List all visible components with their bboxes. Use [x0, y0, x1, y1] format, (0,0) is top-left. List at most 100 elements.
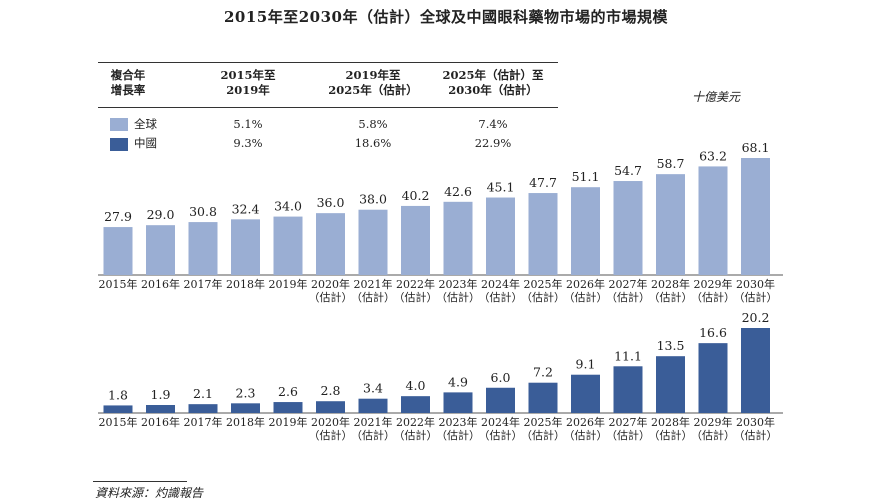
china-category-subtitle: （估計） [521, 428, 565, 442]
global-category-label: 2016年 [141, 277, 180, 291]
china-category-label: 2023年 [439, 415, 478, 429]
unit-label: 十億美元 [692, 90, 741, 104]
global-bar-2023年 [443, 201, 473, 275]
china-value-label: 3.4 [363, 381, 383, 396]
cagr-china-2025-2030: 22.9% [474, 136, 512, 150]
china-category-label: 2015年 [99, 415, 138, 429]
global-category-label: 2017年 [184, 277, 223, 291]
global-bar-2021年 [358, 209, 388, 275]
global-category-label: 2028年 [651, 277, 690, 291]
page-title: 2015年至2030年（估計）全球及中國眼科藥物市場的市場規模 [224, 8, 668, 26]
global-bar-2015年 [103, 227, 133, 275]
global-bar-2018年 [231, 219, 260, 275]
global-value-label: 68.1 [742, 140, 770, 155]
china-value-label: 11.1 [614, 348, 642, 363]
global-value-label: 45.1 [487, 180, 515, 195]
china-category-label: 2028年 [651, 415, 690, 429]
global-value-label: 47.7 [529, 175, 557, 190]
global-value-label: 58.7 [657, 156, 685, 171]
global-category-label: 2022年 [396, 277, 435, 291]
global-category-subtitle: （估計） [564, 290, 608, 304]
cagr-global-2019-2025: 5.8% [358, 117, 388, 131]
global-category-subtitle: （估計） [606, 290, 650, 304]
china-category-label: 2025年 [524, 415, 563, 429]
china-category-label: 2021年 [354, 415, 393, 429]
global-bar-2027年 [613, 181, 643, 275]
china-category-label: 2029年 [694, 415, 733, 429]
table-header-rule [98, 107, 558, 108]
global-value-label: 36.0 [317, 195, 345, 210]
global-bar-2017年 [188, 222, 218, 275]
global-bar-2022年 [401, 205, 430, 275]
global-bar-2016年 [146, 225, 175, 275]
global-category-label: 2023年 [439, 277, 478, 291]
china-category-subtitle: （估計） [691, 428, 735, 442]
legend-swatch-china [110, 138, 128, 151]
cagr-col-2019-2025: 2019年至 2025年（估計） [328, 68, 418, 97]
global-category-subtitle: （估計） [394, 290, 438, 304]
global-value-label: 40.2 [402, 188, 430, 203]
china-value-label: 20.2 [742, 310, 770, 325]
china-bar-2028年 [656, 356, 685, 413]
china-value-label: 2.8 [321, 383, 341, 398]
global-value-label: 34.0 [274, 199, 302, 214]
global-value-label: 63.2 [699, 148, 727, 163]
global-value-label: 27.9 [104, 209, 132, 224]
china-bar-2023年 [443, 392, 473, 413]
china-category-label: 2020年 [311, 415, 350, 429]
global-bar-2028年 [656, 174, 685, 275]
china-value-label: 6.0 [491, 370, 511, 385]
global-category-subtitle: （估計） [351, 290, 395, 304]
china-value-label: 16.6 [699, 325, 727, 340]
china-category-subtitle: （估計） [351, 428, 395, 442]
china-value-label: 2.3 [236, 385, 256, 400]
global-category-label: 2027年 [609, 277, 648, 291]
global-value-label: 38.0 [359, 192, 387, 207]
china-bar-2019年 [273, 402, 303, 413]
china-value-label: 2.6 [278, 384, 298, 399]
cagr-label: 複合年 增長率 [110, 68, 146, 97]
china-category-subtitle: （估計） [394, 428, 438, 442]
global-category-label: 2030年 [736, 277, 775, 291]
china-category-label: 2026年 [566, 415, 605, 429]
china-bar-2022年 [401, 396, 430, 413]
china-value-label: 4.0 [406, 378, 426, 393]
china-category-subtitle: （估計） [649, 428, 693, 442]
china-category-label: 2016年 [141, 415, 180, 429]
china-value-label: 2.1 [193, 386, 213, 401]
china-category-label: 2027年 [609, 415, 648, 429]
cagr-global-2015-2019: 5.1% [233, 117, 263, 131]
global-category-subtitle: （估計） [521, 290, 565, 304]
cagr-china-2019-2025: 18.6% [354, 136, 392, 150]
china-bar-2018年 [231, 403, 260, 413]
china-bar-2027年 [613, 366, 643, 413]
global-category-subtitle: （估計） [309, 290, 353, 304]
china-bar-2020年 [316, 401, 345, 413]
global-bar-2020年 [316, 213, 345, 275]
china-value-label: 4.9 [448, 374, 468, 389]
global-value-label: 42.6 [444, 184, 472, 199]
china-category-label: 2017年 [184, 415, 223, 429]
global-category-label: 2018年 [226, 277, 265, 291]
global-category-label: 2015年 [99, 277, 138, 291]
china-bar-2030年 [741, 328, 770, 413]
china-bar-2017年 [188, 404, 218, 413]
cagr-col-2015-2019: 2015年至 2019年 [220, 68, 276, 97]
china-bar-2016年 [146, 405, 175, 413]
china-category-label: 2024年 [481, 415, 520, 429]
global-category-subtitle: （估計） [691, 290, 735, 304]
china-bar-2015年 [103, 405, 133, 413]
global-value-label: 32.4 [232, 201, 260, 216]
global-bar-2019年 [273, 216, 303, 275]
source-rule [93, 481, 187, 482]
china-bar-2021年 [358, 398, 388, 413]
china-category-label: 2022年 [396, 415, 435, 429]
china-category-subtitle: （估計） [734, 428, 778, 442]
global-value-label: 51.1 [572, 169, 600, 184]
global-category-label: 2020年 [311, 277, 350, 291]
table-top-rule [98, 62, 558, 63]
global-bar-2024年 [486, 197, 515, 275]
china-category-subtitle: （估計） [309, 428, 353, 442]
global-bar-2030年 [741, 158, 770, 275]
global-category-label: 2029年 [694, 277, 733, 291]
